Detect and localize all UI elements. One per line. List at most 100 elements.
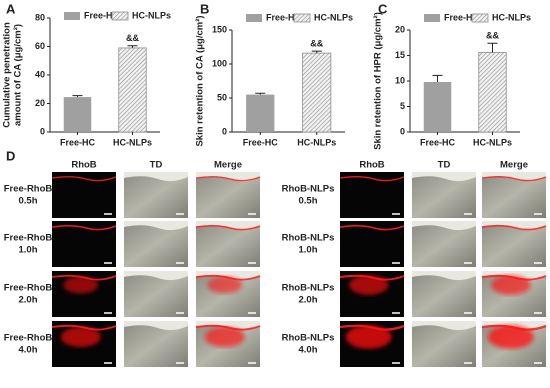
tissue-edge [196,172,260,182]
legend-swatch [111,11,129,21]
y-tick-label: 10 [395,75,405,85]
micrograph [339,321,405,367]
x-tick-label: HC-NLPs [113,137,152,147]
y-tick-label: 50 [217,92,227,102]
y-tick-label: 20 [35,98,45,108]
panel-label: D [6,148,15,163]
y-tick-label: 5 [400,101,405,111]
fluorescence-edge [195,224,261,231]
micrograph [339,271,405,317]
legend-label: Free-HC [84,10,120,20]
x-tick-label: Free-HC [243,137,279,147]
micrograph [481,321,547,367]
tissue-edge [196,221,260,231]
fluorescence [63,276,99,294]
row-label: 0.5h [18,196,37,207]
tissue-edge [124,221,188,231]
x-tick-label: HC-NLPs [297,137,336,147]
micrograph [124,271,188,317]
fluorescence [487,325,534,349]
fluorescence [60,327,101,347]
fluorescence-edge [339,176,405,182]
micrograph [124,172,188,218]
y-tick-label: 80 [35,12,45,22]
tissue-edge [482,172,546,182]
tissue-edge [412,221,476,231]
column-header: Merge [214,160,242,171]
bar [423,82,452,132]
annotation: && [126,33,139,43]
y-axis-label: Skin retention of HPR (μg/cm²) [373,12,384,150]
micrograph [481,221,547,267]
micrograph [339,172,405,218]
fluorescence-edge [481,176,547,182]
row-label: 2.0h [18,295,37,306]
tissue-edge [124,271,188,281]
panel-label: C [378,1,388,16]
row-label: 0.5h [298,196,317,207]
fluorescence-edge [51,224,117,231]
tissue-edge [196,271,260,281]
tissue-edge [196,321,260,331]
micrograph [481,172,547,218]
y-axis-label: Cumulative penetration [2,22,13,128]
row-label: 4.0h [18,345,37,356]
fluorescence [491,275,531,295]
error-bar [487,42,498,53]
bar [478,52,507,133]
micrograph [124,321,188,367]
micrograph [51,271,117,317]
x-tick-label: HC-NLPs [473,137,512,147]
row-label: RhoB-NLPs [282,333,335,344]
y-tick-label: 150 [212,24,227,34]
tissue-edge [124,321,188,331]
micrograph [339,221,405,267]
panel-label: B [200,1,209,16]
y-tick-label: 100 [212,58,227,68]
fluorescence-edge [339,224,405,231]
micrograph [412,172,476,218]
bar [246,94,275,132]
fluorescence-edge [195,176,261,182]
micrograph [51,221,117,267]
row-label: Free-RhoB [4,184,53,195]
y-tick-label: 60 [35,41,45,51]
legend-label: HC-NLPs [314,12,353,22]
legend-swatch [246,14,262,22]
error-bar [432,74,443,83]
error-bar [255,92,266,95]
row-label: RhoB-NLPs [282,283,335,294]
legend-swatch [471,13,489,23]
micrograph [195,271,261,317]
x-tick-label: Free-HC [60,137,96,147]
micrograph [195,221,261,267]
fluorescence [345,325,392,349]
fluorescence [349,275,389,295]
row-label: 1.0h [18,245,37,256]
micrograph [51,321,117,367]
y-tick-label: 15 [395,50,405,60]
fluorescence [204,327,245,347]
micrograph [481,271,547,317]
row-label: 4.0h [298,345,317,356]
legend-label: HC-NLPs [492,12,531,22]
fluorescence [207,276,243,294]
column-header: Merge [500,160,528,171]
micrograph [195,172,261,218]
column-header: RhoB [359,160,384,171]
row-label: RhoB-NLPs [282,184,335,195]
annotation: && [310,38,323,48]
legend-swatch [424,14,440,22]
bar [118,47,147,133]
tissue-edge [412,172,476,182]
micrograph [412,221,476,267]
row-label: Free-RhoB [4,283,53,294]
tissue-edge [412,271,476,281]
bar [63,97,92,132]
tissue-edge [124,172,188,182]
legend-swatch [293,13,311,23]
column-header: RhoB [71,160,96,171]
y-axis-label: Skin retention of CA (μg/cm²) [195,15,206,146]
legend-swatch [64,12,80,20]
